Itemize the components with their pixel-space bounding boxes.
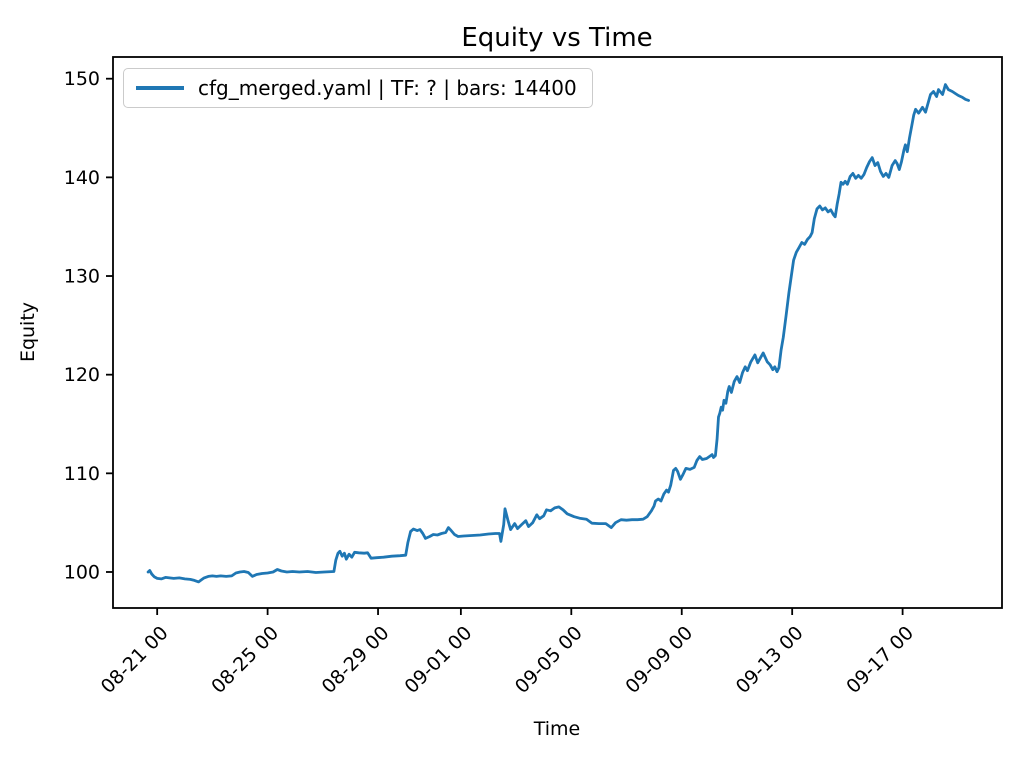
- x-axis-label: Time: [533, 718, 581, 740]
- legend: cfg_merged.yaml | TF: ? | bars: 14400: [123, 68, 593, 108]
- x-tick-label: 08-25 00: [207, 622, 283, 698]
- x-tick-label: 09-17 00: [842, 622, 918, 698]
- plot-area: 08-21 00 08-25 00 08-29 00 09-01 00 09-05 00…: [64, 56, 1003, 698]
- equity-series-line: [146, 83, 970, 584]
- y-axis-label: Equity: [17, 302, 39, 362]
- x-tick-label: 09-05 00: [511, 622, 587, 698]
- y-tick-label: 130: [64, 266, 100, 288]
- y-tick-label: 100: [64, 561, 100, 583]
- y-tick-label: 150: [64, 68, 100, 90]
- x-tick-label: 09-13 00: [732, 622, 808, 698]
- x-tick-label: 09-01 00: [400, 622, 476, 698]
- y-tick-label: 120: [64, 364, 100, 386]
- x-tick-label: 08-29 00: [318, 622, 394, 698]
- y-tick-label: 140: [64, 167, 100, 189]
- y-tick-label: 110: [64, 463, 100, 485]
- x-tick-label: 08-21 00: [97, 622, 173, 698]
- legend-line-swatch: [136, 86, 184, 90]
- chart-title: Equity vs Time: [461, 23, 652, 53]
- plot-border: [112, 56, 1003, 609]
- legend-entry-label: cfg_merged.yaml | TF: ? | bars: 14400: [198, 76, 577, 100]
- x-tick-label: 09-09 00: [621, 622, 697, 698]
